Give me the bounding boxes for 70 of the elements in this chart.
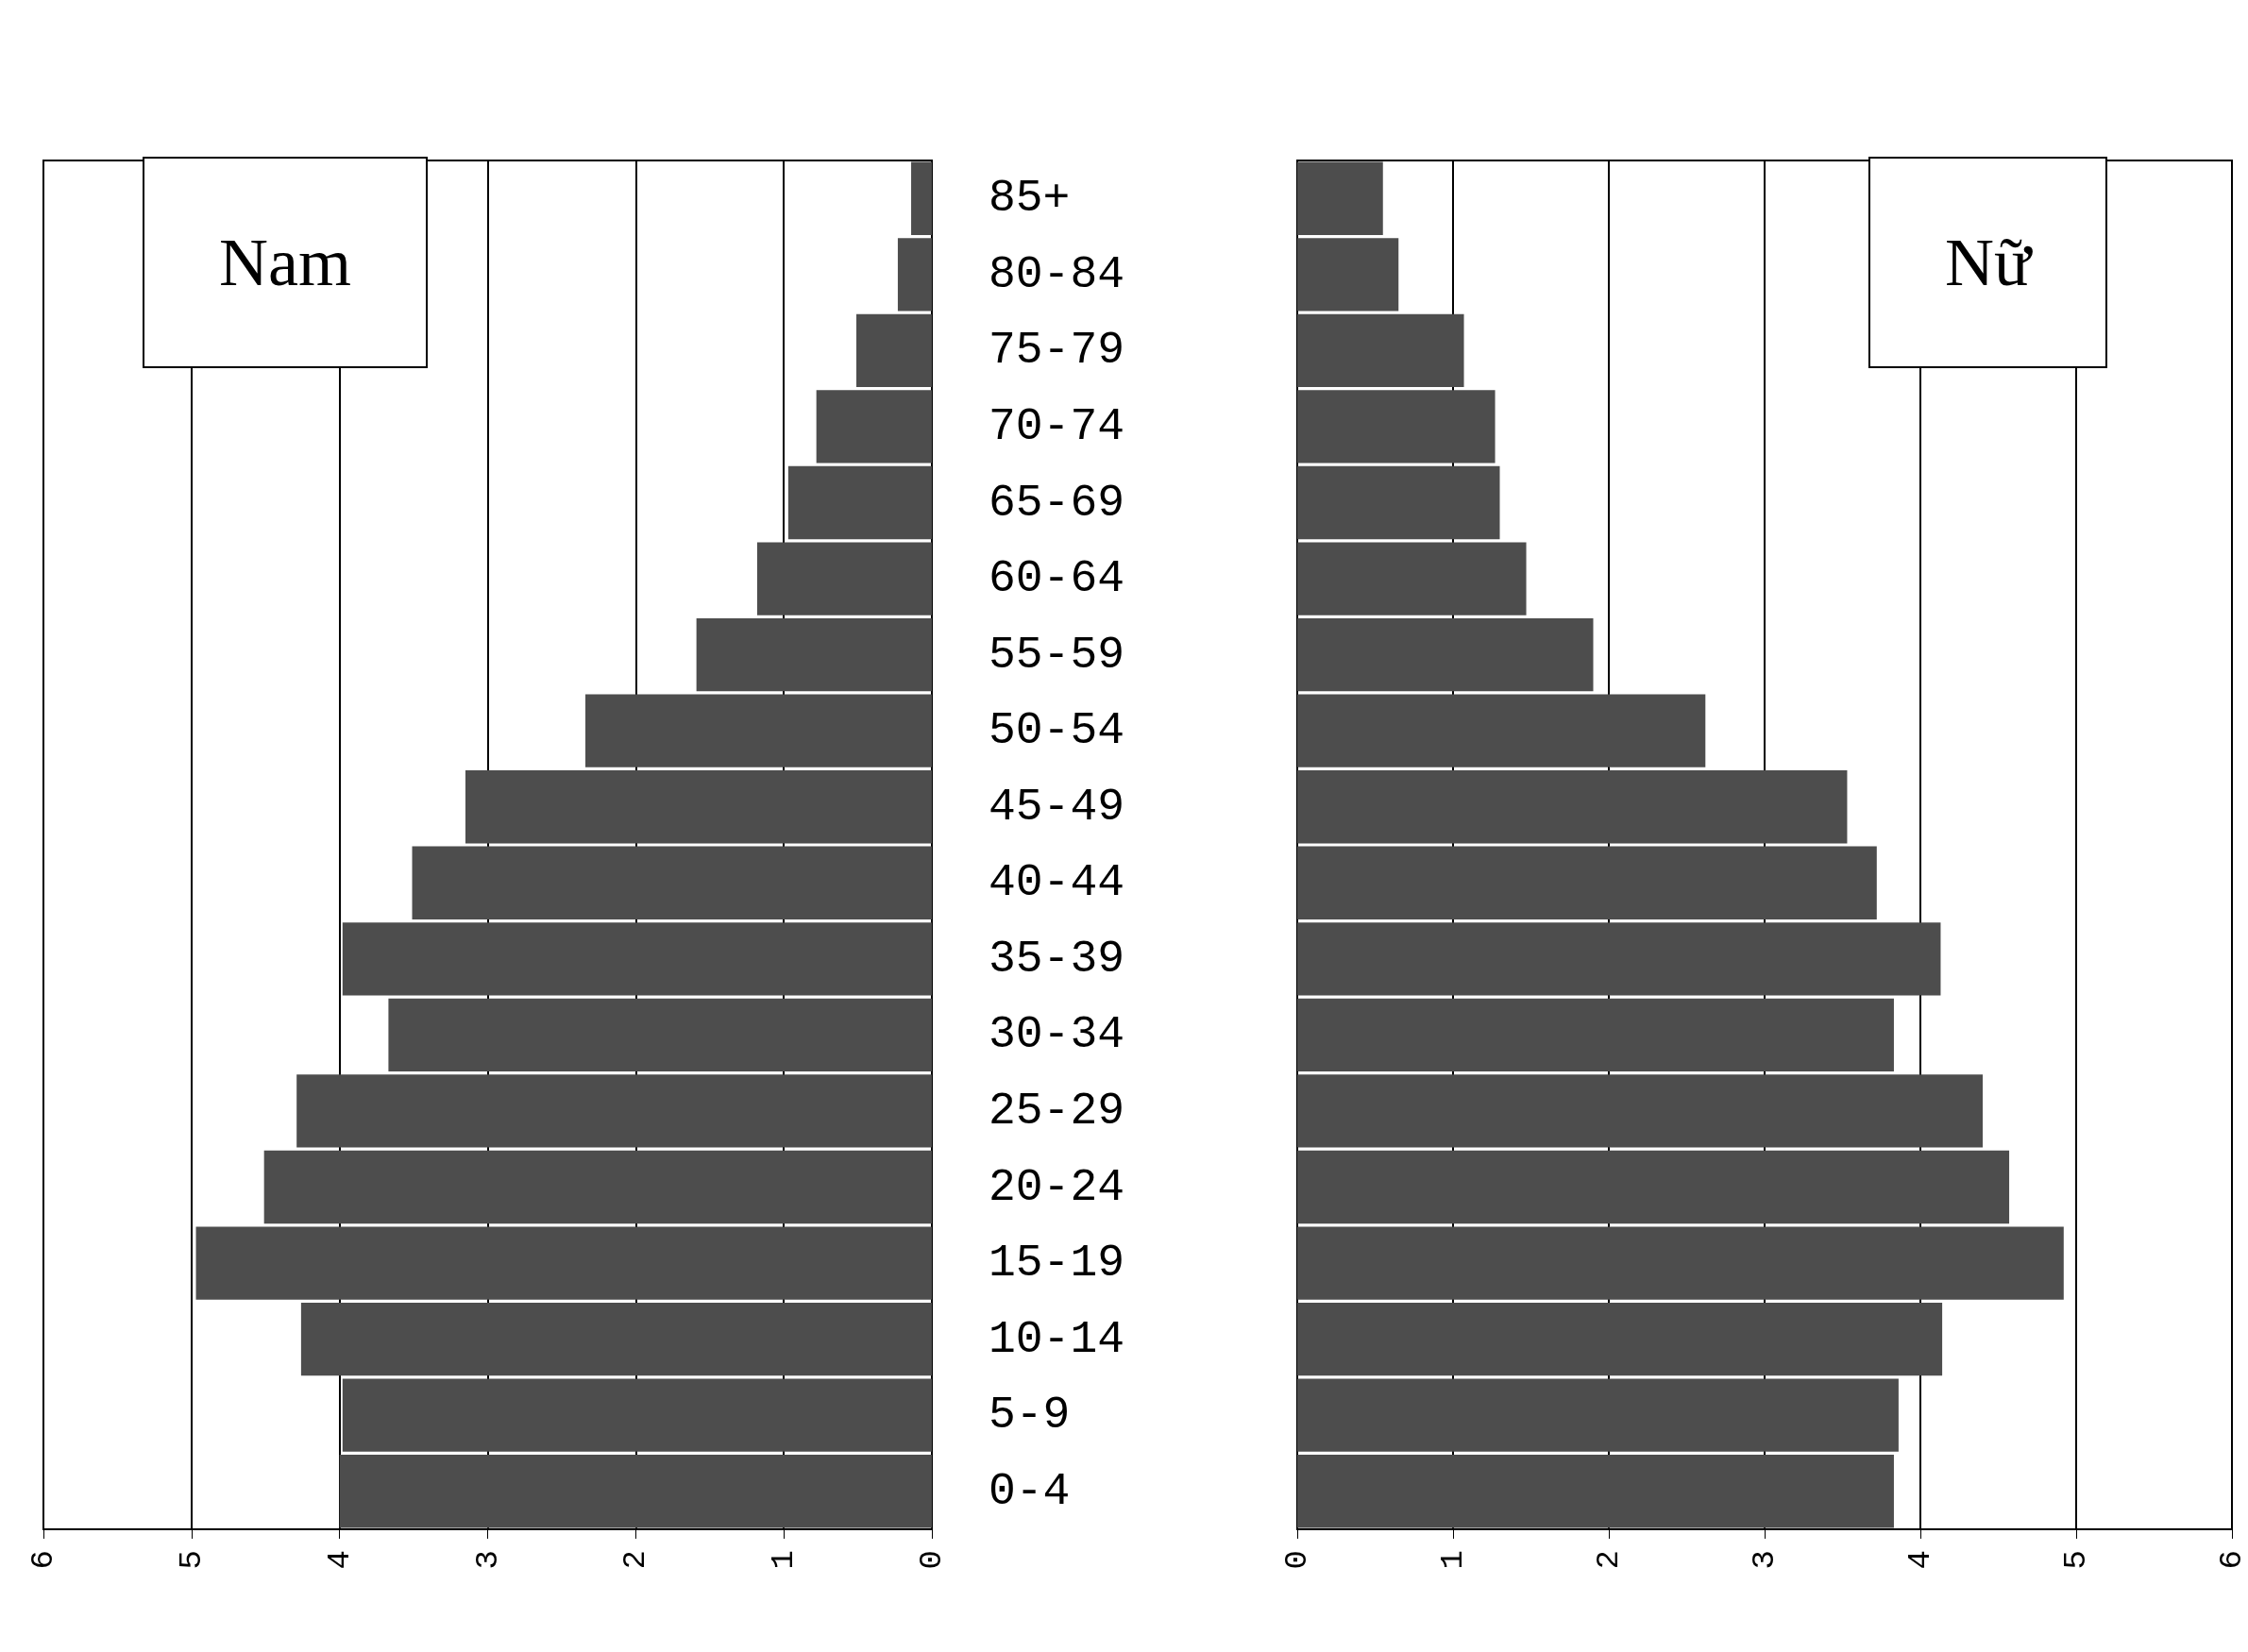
bar (816, 390, 932, 464)
bar (263, 1150, 932, 1224)
y-tick-label: 35-39 (989, 933, 1125, 985)
x-tick-label: 1 (1435, 1550, 1471, 1570)
y-tick-label: 40-44 (989, 857, 1125, 909)
x-tick-label: 6 (25, 1550, 61, 1570)
bar (856, 313, 932, 388)
bar (1297, 238, 1399, 312)
bar (195, 1226, 932, 1300)
bar (1297, 313, 1464, 388)
y-tick-label: 25-29 (989, 1085, 1125, 1137)
y-tick-label: 30-34 (989, 1009, 1125, 1061)
x-tick-label: 4 (321, 1550, 358, 1570)
bar (1297, 617, 1594, 692)
bar (1297, 1150, 2010, 1224)
bar (1297, 542, 1527, 615)
bar (1297, 770, 1848, 844)
bar (756, 542, 932, 615)
y-tick-label: 50-54 (989, 705, 1125, 757)
x-tick-label: 0 (914, 1550, 950, 1570)
x-tick-label: 2 (617, 1550, 654, 1570)
y-tick-label: 85+ (989, 173, 1071, 225)
bar (1297, 1226, 2064, 1300)
bar (465, 770, 932, 844)
bar (1297, 1302, 1943, 1376)
bar (342, 922, 932, 996)
bar (1297, 1378, 1899, 1452)
bar (1297, 161, 1383, 235)
y-tick-label: 70-74 (989, 400, 1125, 452)
bar (897, 238, 932, 312)
x-tick-label: 6 (2214, 1550, 2248, 1570)
bar (1297, 922, 1941, 996)
x-tick-label: 3 (469, 1550, 506, 1570)
bar (911, 161, 932, 235)
bar (388, 998, 932, 1072)
x-tick-label: 5 (173, 1550, 210, 1570)
bar (342, 1378, 932, 1452)
bar (1297, 846, 1877, 919)
y-tick-label: 65-69 (989, 477, 1125, 529)
y-tick-label: 60-64 (989, 553, 1125, 605)
y-tick-label: 20-24 (989, 1161, 1125, 1213)
y-tick-label: 45-49 (989, 781, 1125, 833)
y-tick-label: 10-14 (989, 1313, 1125, 1365)
bar (1297, 1074, 1983, 1148)
x-tick-label: 2 (1591, 1550, 1627, 1570)
y-tick-label: 75-79 (989, 325, 1125, 377)
x-tick-label: 1 (766, 1550, 803, 1570)
bar (412, 846, 932, 919)
x-tick-label: 4 (1902, 1550, 1938, 1570)
text: Nam (219, 225, 351, 300)
y-tick-label: 80-84 (989, 248, 1125, 300)
bar (1297, 998, 1894, 1072)
x-tick-label: 0 (1279, 1550, 1315, 1570)
y-tick-label: 55-59 (989, 629, 1125, 681)
bar (696, 617, 932, 692)
x-tick-label: 3 (1747, 1550, 1783, 1570)
bar (300, 1302, 932, 1376)
y-tick-label: 15-19 (989, 1238, 1125, 1290)
bar (1297, 390, 1496, 464)
bar (1297, 465, 1500, 540)
x-tick-label: 5 (2058, 1550, 2094, 1570)
bar (1297, 1455, 1894, 1528)
bar (296, 1074, 932, 1148)
bar (339, 1455, 932, 1528)
bar (1297, 694, 1706, 767)
y-tick-label: 0-4 (989, 1465, 1071, 1517)
y-tick-label: 5-9 (989, 1390, 1071, 1441)
bar (585, 694, 932, 767)
bar (787, 465, 932, 540)
text: Nữ (1944, 225, 2033, 300)
